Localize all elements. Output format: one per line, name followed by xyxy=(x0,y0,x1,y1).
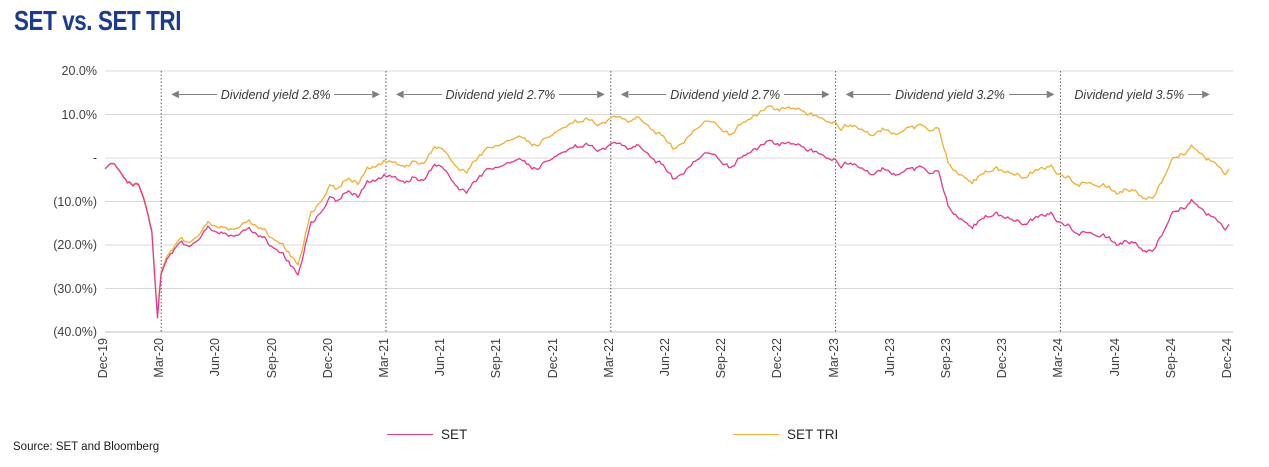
y-axis-label: 20.0% xyxy=(61,64,97,78)
x-axis-label: Jun-24 xyxy=(1107,338,1122,377)
gridlines xyxy=(105,70,1233,333)
x-axis-label: Sep-22 xyxy=(714,338,729,379)
x-axis-label: Sep-24 xyxy=(1163,338,1178,379)
dividend-yield-annotation: ◀ Dividend yield 2.7% ▶ xyxy=(621,87,830,102)
x-axis-label: Dec-22 xyxy=(770,338,785,379)
annotation-label: Dividend yield 3.2% xyxy=(895,87,1005,102)
arrow-line xyxy=(628,94,667,95)
annotation-label: Dividend yield 2.7% xyxy=(670,87,781,102)
arrow-line xyxy=(784,94,822,95)
series-line-set-tri xyxy=(104,105,1230,317)
arrow-line xyxy=(1188,94,1203,95)
x-axis-label: Mar-23 xyxy=(826,338,841,378)
x-axis-label: Sep-21 xyxy=(489,338,504,379)
arrow-line xyxy=(178,94,217,95)
source-note: Source: SET and Bloomberg xyxy=(13,441,160,453)
arrow-right-icon: ▶ xyxy=(1046,88,1055,100)
arrow-line xyxy=(853,94,892,95)
y-axis-label: (20.0%) xyxy=(53,238,97,252)
chart-title: SET vs. SET TRI xyxy=(14,5,182,36)
y-axis-label: 10.0% xyxy=(61,107,97,122)
x-axis-label: Sep-23 xyxy=(939,338,953,379)
legend-item-set: SET xyxy=(387,426,467,442)
x-axis-label: Jun-22 xyxy=(658,338,672,377)
set-tri-line-swatch xyxy=(733,433,779,435)
x-axis-label: Mar-24 xyxy=(1051,338,1066,378)
x-axis-label: Sep-20 xyxy=(264,338,279,379)
dividend-yield-annotation: ◀ Dividend yield 2.8% ▶ xyxy=(171,87,380,102)
x-axis-label: Dec-23 xyxy=(995,338,1010,379)
arrow-right-icon: ▶ xyxy=(597,88,605,100)
arrow-left-icon: ◀ xyxy=(620,88,629,100)
arrow-left-icon: ◀ xyxy=(171,88,179,100)
x-axis-label: Dec-19 xyxy=(96,338,110,379)
series-line-set xyxy=(104,139,1230,319)
x-axis-label: Jun-23 xyxy=(882,338,897,377)
arrow-left-icon: ◀ xyxy=(396,88,404,100)
arrow-line xyxy=(334,94,373,95)
annotation-label: Dividend yield 2.8% xyxy=(220,87,331,102)
y-axis-label: (30.0%) xyxy=(53,281,97,296)
arrow-left-icon: ◀ xyxy=(845,88,854,100)
x-axis-label: Jun-21 xyxy=(433,338,448,377)
dividend-yield-annotation: Dividend yield 3.5% ▶ xyxy=(1070,87,1209,102)
legend-label-set: SET xyxy=(441,426,468,442)
arrow-right-icon: ▶ xyxy=(821,88,830,100)
arrow-right-icon: ▶ xyxy=(372,88,380,100)
y-axis-label: (10.0%) xyxy=(53,194,97,209)
x-axis-label: Dec-21 xyxy=(545,338,560,379)
x-axis-label: Mar-20 xyxy=(152,338,167,378)
arrow-line xyxy=(1008,94,1047,95)
dividend-yield-annotation: ◀ Dividend yield 2.7% ▶ xyxy=(396,87,605,102)
x-axis-label: Mar-21 xyxy=(377,338,391,378)
x-axis-label: Mar-22 xyxy=(601,338,616,378)
annotation-label: Dividend yield 3.5% xyxy=(1074,87,1185,102)
arrow-line xyxy=(559,94,598,95)
set-line-swatch xyxy=(387,433,433,435)
period-separator-lines xyxy=(160,71,1061,332)
legend-label-set-tri: SET TRI xyxy=(787,426,839,442)
x-axis-label: Dec-20 xyxy=(320,338,335,379)
y-axis-label: (40.0%) xyxy=(53,325,97,339)
x-axis-label: Dec-24 xyxy=(1220,338,1234,379)
annotation-label: Dividend yield 2.7% xyxy=(445,87,556,102)
arrow-right-icon: ▶ xyxy=(1202,88,1210,100)
x-axis-label: Jun-20 xyxy=(208,338,223,377)
legend-item-set-tri: SET TRI xyxy=(733,426,838,442)
arrow-line xyxy=(403,94,442,95)
y-axis-label: - xyxy=(92,151,97,165)
data-series-lines xyxy=(104,105,1230,319)
dividend-yield-annotation: ◀ Dividend yield 3.2% ▶ xyxy=(846,87,1055,102)
